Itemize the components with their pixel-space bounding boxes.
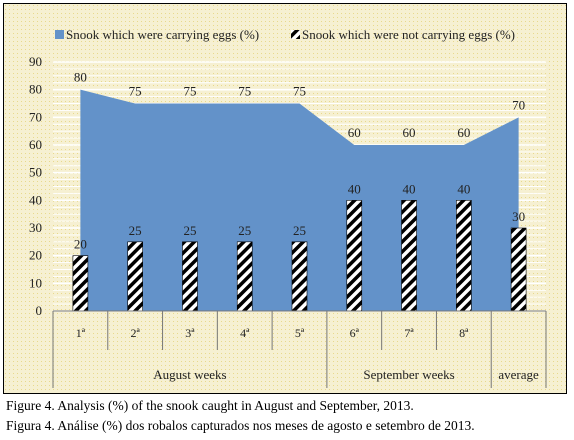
data-label-not-carrying-eggs: 25 — [293, 223, 306, 238]
data-labels: 80 75 75 75 75 60 60 60 70 20 25 25 25 25 40 40 40 30 — [74, 70, 525, 252]
data-label-carrying-eggs: 80 — [74, 70, 87, 85]
y-tick-label: 90 — [29, 54, 42, 69]
data-label-not-carrying-eggs: 25 — [129, 223, 142, 238]
data-label-carrying-eggs: 75 — [293, 84, 306, 99]
legend-swatch-not-carrying-eggs — [291, 30, 300, 39]
x-category-label: 8ª — [459, 326, 469, 340]
x-category-label: 4ª — [240, 326, 250, 340]
series-bars-not-carrying-eggs — [72, 200, 527, 312]
x-category-label: 6ª — [350, 326, 360, 340]
y-tick-label: 10 — [29, 275, 42, 290]
y-tick-label: 80 — [29, 82, 42, 97]
chart-canvas: Snook which were carrying eggs (%) Snook … — [4, 4, 566, 393]
bar-not-carrying-eggs — [401, 200, 417, 312]
y-tick-label: 70 — [29, 109, 42, 124]
data-label-not-carrying-eggs: 25 — [183, 223, 196, 238]
x-group-label: August weeks — [153, 367, 226, 382]
chart-frame: Snook which were carrying eggs (%) Snook … — [3, 3, 567, 394]
x-category-label: 1ª — [76, 326, 86, 340]
bar-not-carrying-eggs — [510, 227, 527, 312]
data-label-carrying-eggs: 75 — [183, 84, 196, 99]
x-category-label: 5ª — [295, 326, 305, 340]
bar-not-carrying-eggs — [236, 241, 253, 312]
data-label-carrying-eggs: 70 — [512, 97, 525, 112]
y-tick-label: 50 — [29, 165, 42, 180]
y-tick-label: 0 — [36, 303, 43, 318]
x-category-label: 2ª — [131, 326, 141, 340]
data-label-not-carrying-eggs: 40 — [403, 181, 416, 196]
x-group-label: average — [498, 367, 539, 382]
data-label-carrying-eggs: 60 — [403, 125, 416, 140]
legend: Snook which were carrying eggs (%) Snook … — [55, 27, 515, 42]
y-tick-label: 60 — [29, 137, 42, 152]
figure-caption-english: Figure 4. Analysis (%) of the snook caug… — [6, 398, 414, 413]
data-label-carrying-eggs: 75 — [129, 84, 142, 99]
y-tick-label: 20 — [29, 248, 42, 263]
legend-label-carrying-eggs: Snook which were carrying eggs (%) — [66, 27, 259, 42]
bar-not-carrying-eggs — [182, 241, 198, 312]
legend-label-not-carrying-eggs: Snook which were not carrying eggs (%) — [302, 27, 515, 42]
x-category-label: 7ª — [404, 326, 414, 340]
data-label-not-carrying-eggs: 40 — [348, 181, 361, 196]
data-label-carrying-eggs: 75 — [238, 84, 251, 99]
y-axis: 0 10 20 30 40 50 60 70 80 90 — [29, 54, 42, 318]
bar-not-carrying-eggs — [72, 255, 89, 312]
bar-not-carrying-eggs — [291, 241, 308, 312]
y-tick-label: 40 — [29, 192, 42, 207]
data-label-carrying-eggs: 60 — [457, 125, 470, 140]
legend-swatch-carrying-eggs — [55, 30, 64, 39]
data-label-not-carrying-eggs: 25 — [238, 223, 251, 238]
figure-caption-portuguese: Figura 4. Análise (%) dos robalos captur… — [6, 418, 475, 433]
x-group-label: September weeks — [363, 367, 454, 382]
data-label-not-carrying-eggs: 20 — [74, 237, 87, 252]
y-tick-label: 30 — [29, 220, 42, 235]
bar-not-carrying-eggs — [456, 200, 472, 312]
data-label-not-carrying-eggs: 30 — [512, 209, 525, 224]
bar-not-carrying-eggs — [127, 241, 143, 312]
x-category-label: 3ª — [185, 326, 195, 340]
data-label-not-carrying-eggs: 40 — [457, 181, 470, 196]
data-label-carrying-eggs: 60 — [348, 125, 361, 140]
bar-not-carrying-eggs — [346, 200, 363, 312]
x-axis-table: 1ª 2ª 3ª 4ª 5ª 6ª 7ª 8ª August weeks September we… — [52, 310, 547, 388]
